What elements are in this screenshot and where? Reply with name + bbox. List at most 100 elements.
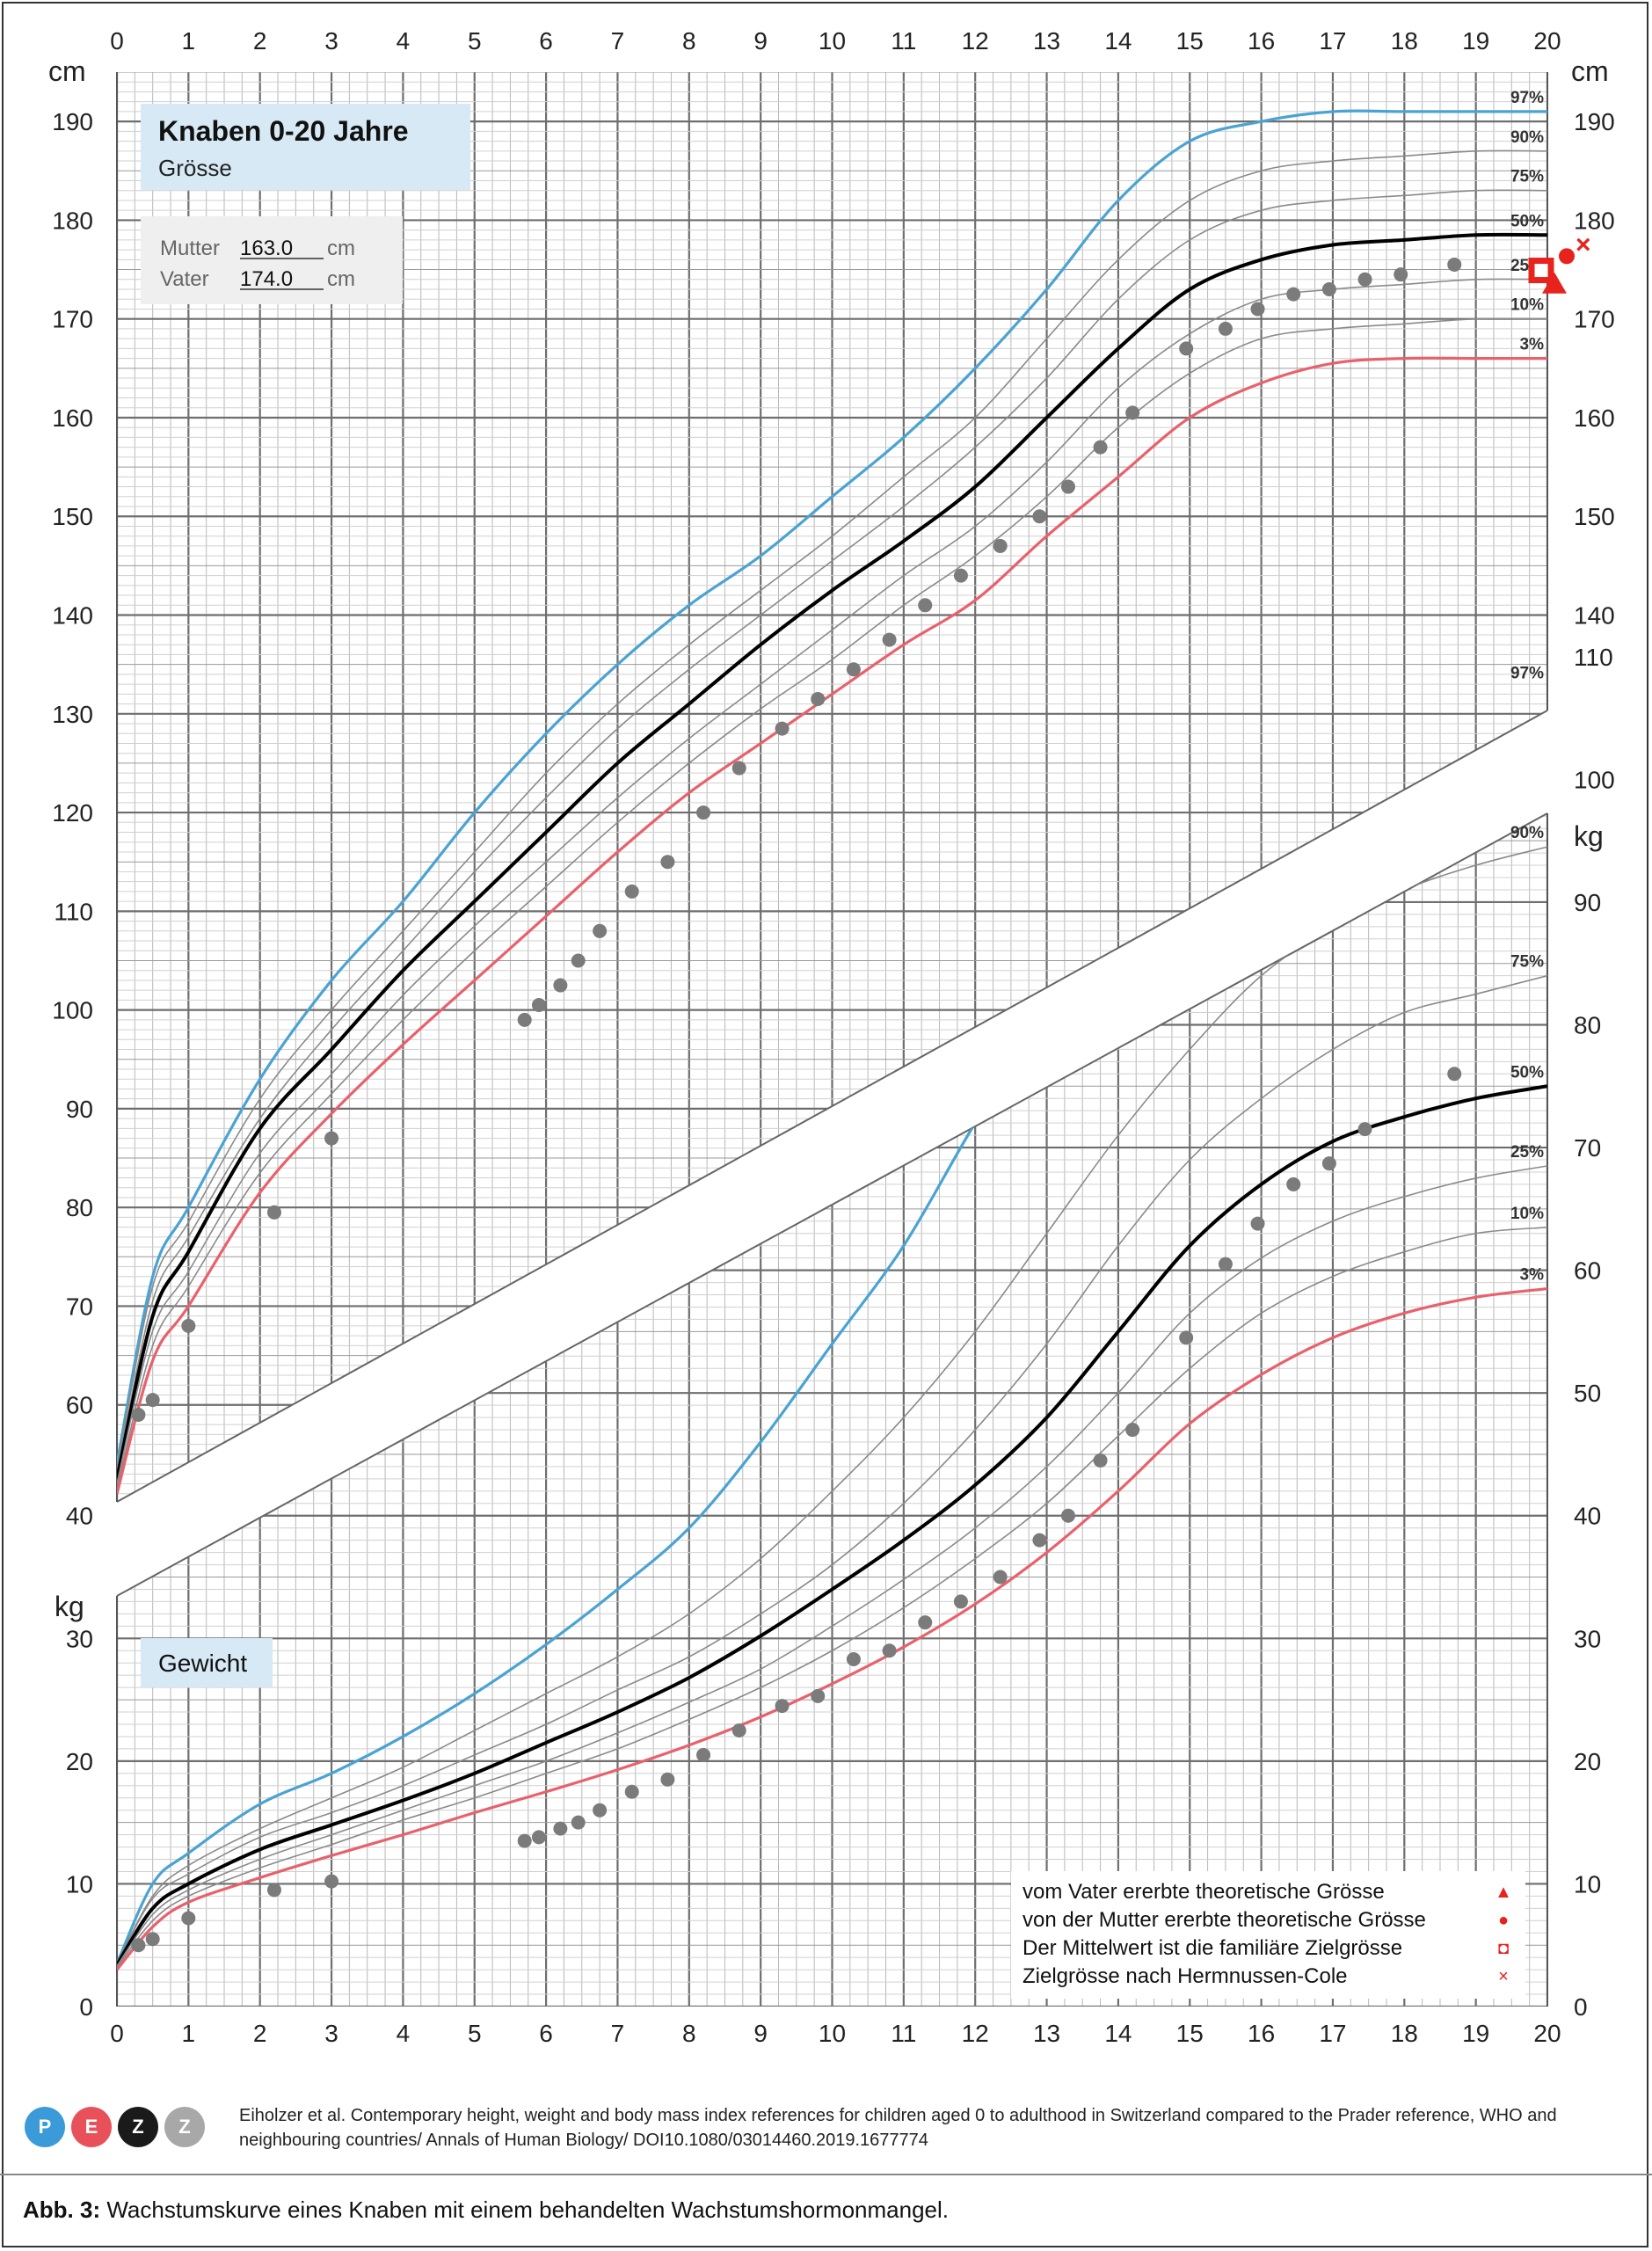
weight-tick-label-right: 70 [1574, 1134, 1601, 1162]
weight-measurement-point [266, 1883, 281, 1898]
legend-item-father: vom Vater ererbte theoretische Grösse ▲ [1022, 1878, 1515, 1906]
height-percentile-75-line [117, 189, 1547, 1475]
logo-letter-e: E [71, 2107, 112, 2147]
weight-measurement-point [1032, 1533, 1047, 1548]
weight-measurement-point [1447, 1067, 1462, 1082]
x-tick-label-bottom: 2 [253, 2020, 267, 2047]
height-measurement-point [882, 632, 897, 647]
height-tick-label-right: 160 [1574, 404, 1615, 432]
height-measurement-point [145, 1393, 160, 1408]
weight-tick-label-right: 110 [1574, 644, 1613, 671]
band-edge [116, 812, 1548, 1597]
weight-measurement-point [1250, 1216, 1265, 1231]
height-tick-label-left: 130 [52, 701, 93, 728]
weight-percentile-90-line [117, 846, 1547, 1964]
x-tick-label-bottom: 0 [110, 2020, 124, 2047]
x-tick-label-top: 3 [324, 27, 338, 55]
height-tick-label-left: 90 [66, 1096, 93, 1123]
weight-tick-label-left: 20 [66, 1748, 93, 1775]
mean-target-marker [1528, 258, 1554, 284]
father-unit: cm [327, 267, 355, 291]
height-percentile-50-line [117, 232, 1547, 1480]
weight-measurement-point [918, 1615, 933, 1630]
x-tick-label-top: 7 [611, 27, 625, 55]
weight-measurement-point [993, 1570, 1008, 1584]
x-tick-label-bottom: 13 [1033, 2020, 1060, 2047]
weight-tick-label-right: 50 [1574, 1380, 1601, 1407]
mother-height-value: 163.0 [240, 237, 293, 260]
height-tick-label-right: 180 [1574, 207, 1615, 234]
mother-target-marker [1559, 248, 1575, 265]
x-tick-label-top: 5 [468, 27, 482, 55]
x-tick-label-top: 20 [1533, 27, 1561, 55]
x-tick-label-bottom: 1 [182, 2020, 196, 2047]
height-tick-label-left: 140 [52, 602, 93, 630]
height-measurement-point [624, 884, 639, 899]
weight-measurement-point [1179, 1330, 1194, 1345]
legend-item-mean: Der Mittelwert ist die familiäre Zielgrö… [1022, 1934, 1515, 1963]
weight-measurement-point [1321, 1156, 1336, 1171]
weight-percentile-label: 75% [1510, 953, 1544, 972]
x-tick-label-top: 13 [1033, 27, 1060, 55]
weight-measurement-point [145, 1932, 160, 1947]
height-unit-right: cm [1571, 55, 1609, 87]
logo-letter-z: Z [118, 2107, 158, 2147]
weight-measurement-point [660, 1772, 675, 1787]
father-height-value: 174.0 [240, 267, 293, 291]
height-measurement-point [1394, 267, 1408, 282]
weight-tick-label-right: 40 [1574, 1503, 1601, 1530]
weight-measurement-point [531, 1830, 546, 1845]
x-tick-label-top: 1 [182, 27, 196, 55]
weight-percentile-label: 10% [1510, 1205, 1544, 1223]
x-tick-label-top: 14 [1104, 27, 1132, 55]
peZZ-logo: P E Z Z [25, 2107, 205, 2147]
weight-tick-label-right: 80 [1574, 1011, 1601, 1038]
height-percentile-label: 50% [1510, 212, 1544, 230]
height-tick-label-left: 80 [66, 1194, 93, 1221]
figure-caption: Abb. 3: Wachstumskurve eines Knaben mit … [23, 2196, 949, 2224]
parents-box [141, 216, 403, 304]
x-tick-label-bottom: 20 [1533, 2020, 1561, 2047]
x-tick-label-bottom: 18 [1391, 2020, 1418, 2047]
x-tick-label-bottom: 10 [819, 2020, 846, 2047]
height-measurement-point [993, 538, 1008, 553]
weight-tick-label-right: 0 [1574, 1993, 1588, 2021]
height-measurement-point [571, 953, 586, 968]
height-tick-label-left: 170 [52, 306, 93, 333]
height-measurement-point [324, 1131, 339, 1146]
weight-label: Gewicht [158, 1650, 247, 1677]
height-percentile-97-line [117, 109, 1547, 1465]
height-measurement-point [660, 855, 675, 870]
dot-icon: ● [1497, 1910, 1510, 1930]
weight-measurement-point [1286, 1176, 1301, 1191]
height-tick-label-left: 190 [52, 108, 93, 135]
x-tick-label-top: 18 [1391, 27, 1418, 55]
x-tick-label-top: 8 [682, 27, 696, 55]
weight-curves [117, 813, 1547, 1971]
weight-tick-label-left: 0 [79, 1993, 93, 2021]
x-tick-label-bottom: 14 [1104, 2020, 1132, 2047]
weight-percentile-25-line [117, 1165, 1547, 1967]
height-measurement-point [1447, 257, 1462, 272]
x-tick-label-bottom: 17 [1319, 2020, 1346, 2047]
weight-measurement-point [324, 1874, 339, 1889]
height-tick-label-right: 170 [1574, 306, 1615, 333]
x-tick-label-top: 0 [110, 27, 124, 55]
legend-label: von der Mutter ererbte theoretische Grös… [1022, 1908, 1426, 1932]
caption-prefix: Abb. 3: [23, 2196, 101, 2223]
weight-tick-label-right: 10 [1574, 1870, 1601, 1898]
height-measurement-point [593, 923, 608, 938]
weight-measurement-point [882, 1643, 897, 1658]
x-tick-label-bottom: 6 [539, 2020, 553, 2047]
weight-tick-label-right: 30 [1574, 1625, 1601, 1652]
height-percentile-label: 3% [1520, 336, 1545, 354]
height-measurement-point [731, 761, 746, 776]
height-measurement-point [1218, 321, 1233, 336]
weight-measurement-point [1093, 1453, 1108, 1468]
x-tick-label-bottom: 15 [1176, 2020, 1204, 2047]
height-tick-label-left: 150 [52, 503, 93, 530]
height-percentile-10-line [117, 317, 1547, 1490]
legend-label: Zielgrösse nach Hermnussen-Cole [1022, 1964, 1348, 1988]
weight-percentile-3-line [117, 1286, 1547, 1971]
weight-measurement-point [624, 1784, 639, 1799]
